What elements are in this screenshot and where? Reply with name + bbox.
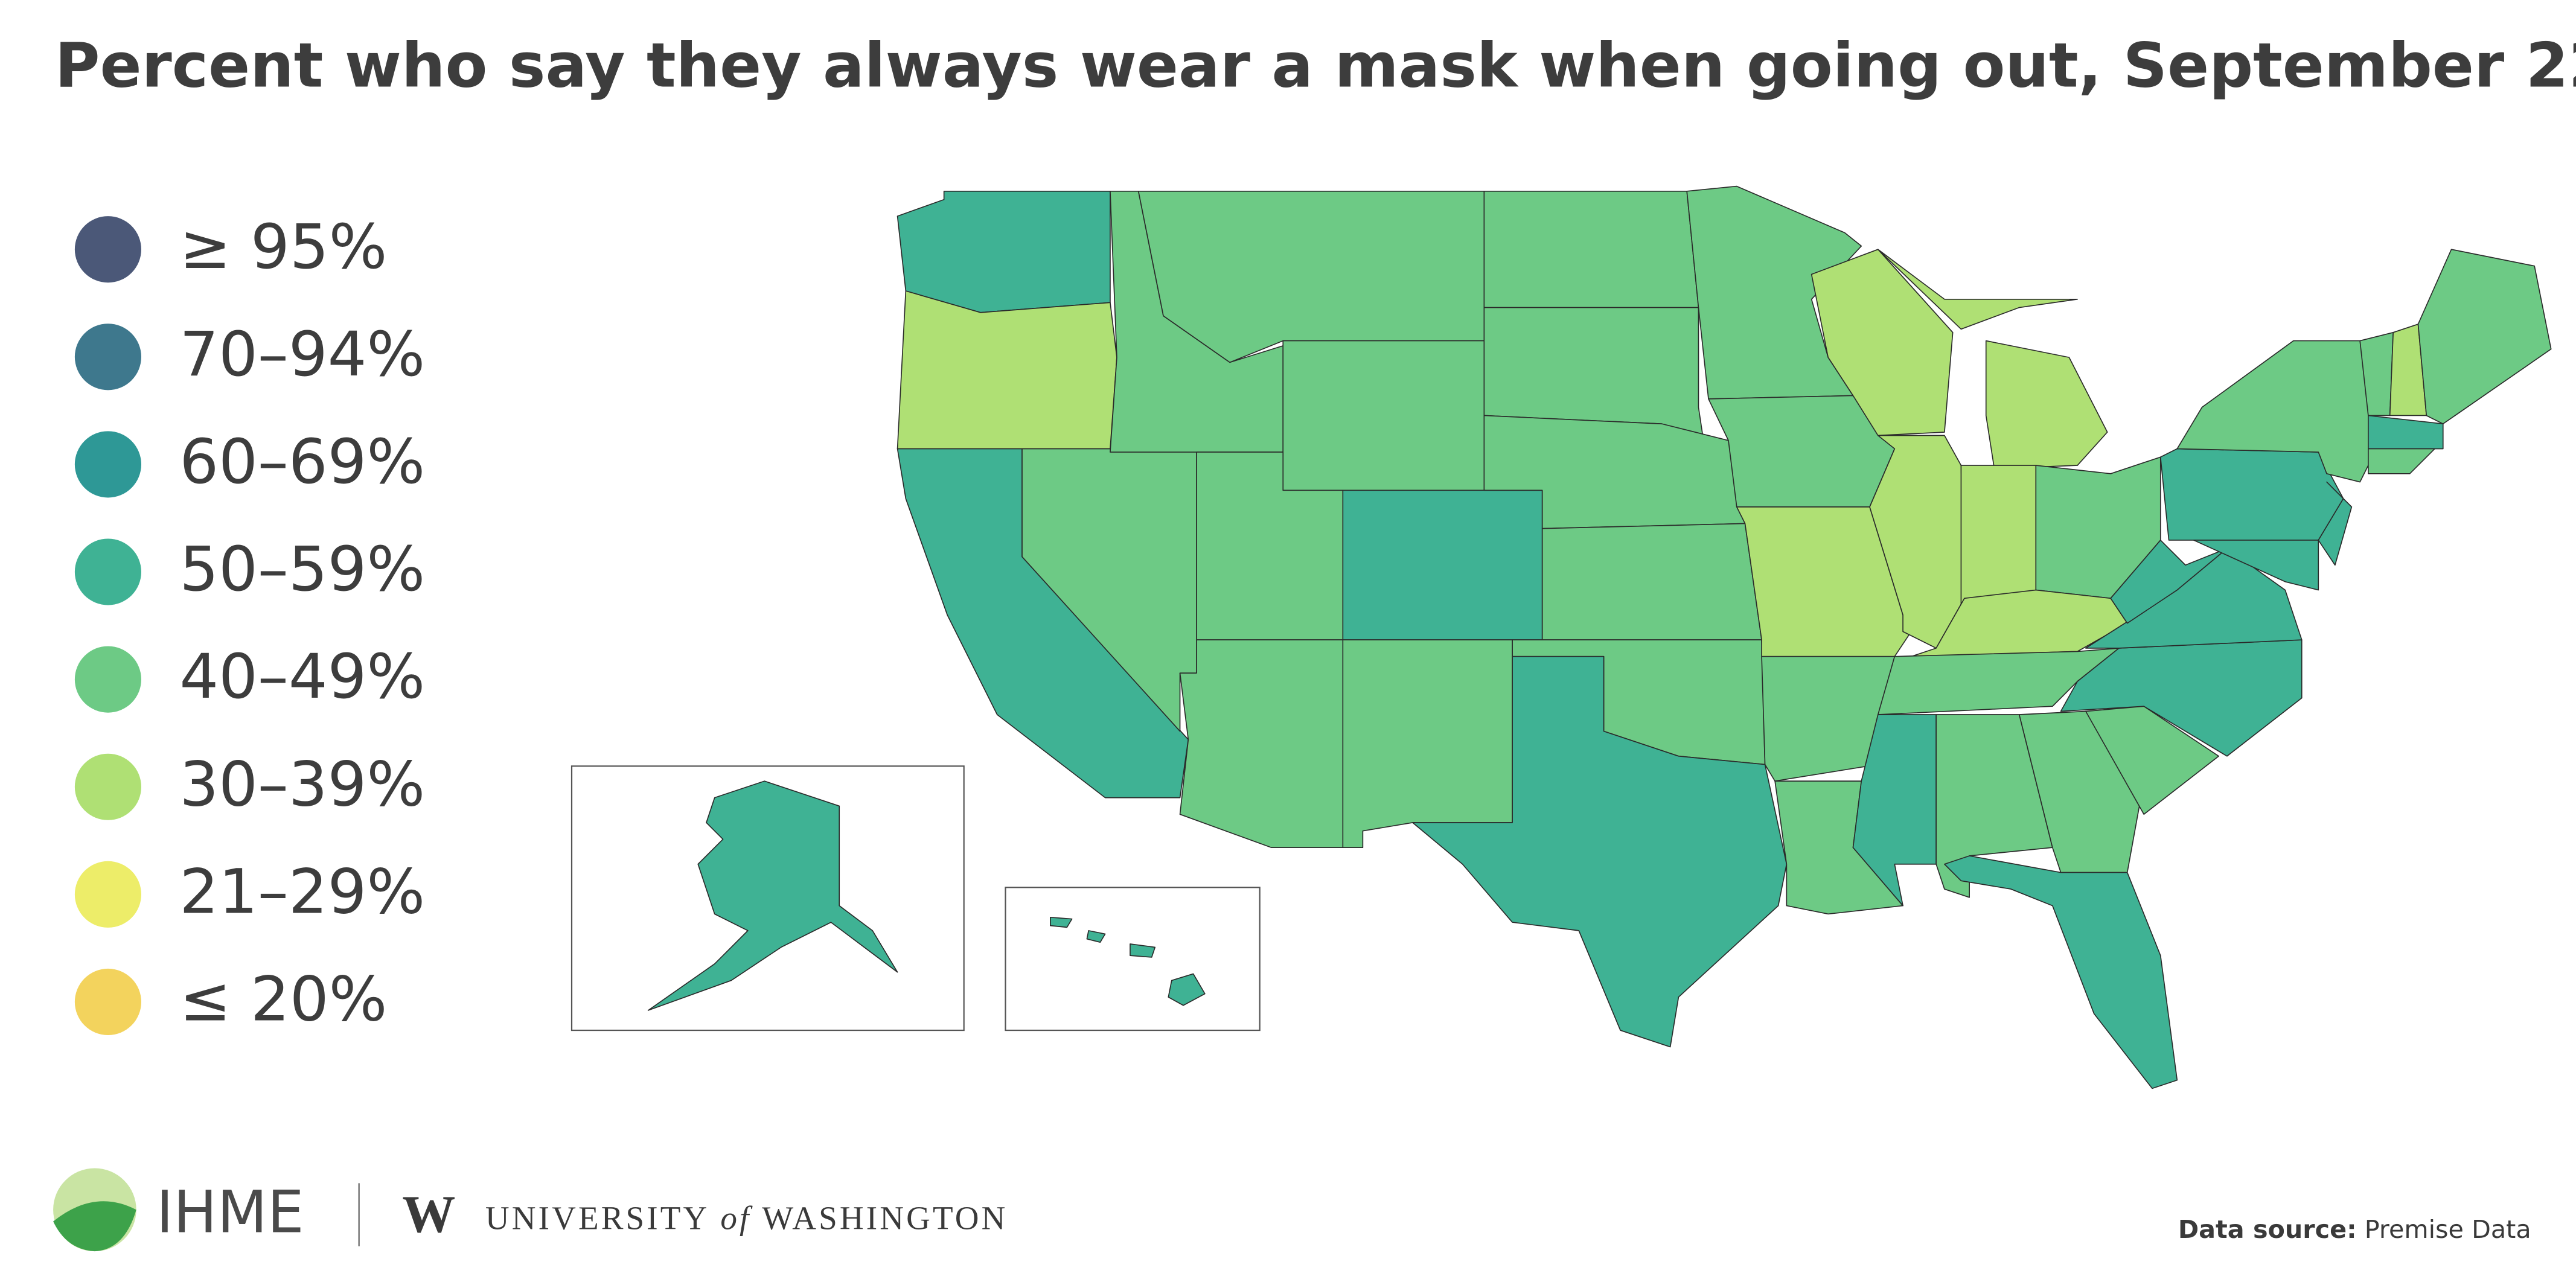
org-name: IHME	[156, 1179, 304, 1246]
legend: ≥ 95% 70–94% 60–69% 50–59% 40–49% 30–39% 21–29…	[74, 211, 425, 1036]
legend-swatch	[74, 861, 141, 928]
state	[896, 191, 1111, 313]
source-note: Data source: Premise Data	[2178, 1215, 2531, 1244]
legend-label: ≤ 20%	[179, 964, 387, 1036]
uw-logo: W	[402, 1185, 455, 1244]
state	[1761, 655, 1896, 782]
legend-swatch	[74, 538, 141, 605]
state	[2417, 249, 2552, 425]
state	[1686, 185, 1862, 400]
legend-label: 60–69%	[179, 426, 425, 498]
state	[2318, 481, 2353, 566]
legend-swatch	[74, 968, 141, 1036]
legend-swatch	[74, 753, 141, 820]
legend-swatch	[74, 431, 141, 498]
ihme-logo	[53, 1168, 136, 1252]
source-name: Premise Data	[2365, 1215, 2531, 1244]
state	[1877, 249, 2078, 330]
state	[1086, 930, 1106, 943]
state	[1412, 655, 1788, 1048]
title: Percent who say they always wear a mask …	[55, 30, 2576, 102]
state	[1483, 191, 1699, 308]
state	[1541, 523, 1762, 640]
state	[2193, 540, 2319, 591]
state	[1985, 340, 2108, 470]
state	[1944, 855, 2178, 1089]
state	[1342, 489, 1543, 640]
of-word: of	[720, 1199, 753, 1236]
state	[1282, 340, 1485, 491]
university-name: UNIVERSITY of WASHINGTON	[485, 1199, 1008, 1236]
inset-frame	[1005, 887, 1261, 1031]
state	[647, 780, 898, 1011]
inset-frame	[570, 765, 965, 1031]
state	[1168, 973, 1206, 1006]
source-label: Data source:	[2178, 1215, 2357, 1244]
legend-label: 70–94%	[179, 319, 425, 391]
state	[1130, 943, 1156, 958]
legend-swatch	[74, 324, 141, 391]
university-word: UNIVERSITY	[485, 1199, 710, 1236]
state	[1050, 917, 1073, 928]
state	[2159, 448, 2344, 541]
state	[1869, 435, 1965, 649]
legend-label: ≥ 95%	[179, 211, 387, 283]
legend-swatch	[74, 216, 141, 283]
legend-label: 40–49%	[179, 641, 425, 713]
state	[2368, 415, 2444, 450]
state	[2368, 448, 2435, 474]
state	[1179, 639, 1344, 849]
legend-label: 50–59%	[179, 534, 425, 605]
state	[1342, 639, 1513, 849]
state	[896, 290, 1117, 450]
states	[570, 185, 2552, 1089]
legend-label: 21–29%	[179, 856, 425, 928]
legend-label: 30–39%	[179, 748, 425, 820]
state	[1811, 249, 1954, 436]
legend-swatch	[74, 646, 141, 713]
washington-word: WASHINGTON	[762, 1199, 1008, 1236]
